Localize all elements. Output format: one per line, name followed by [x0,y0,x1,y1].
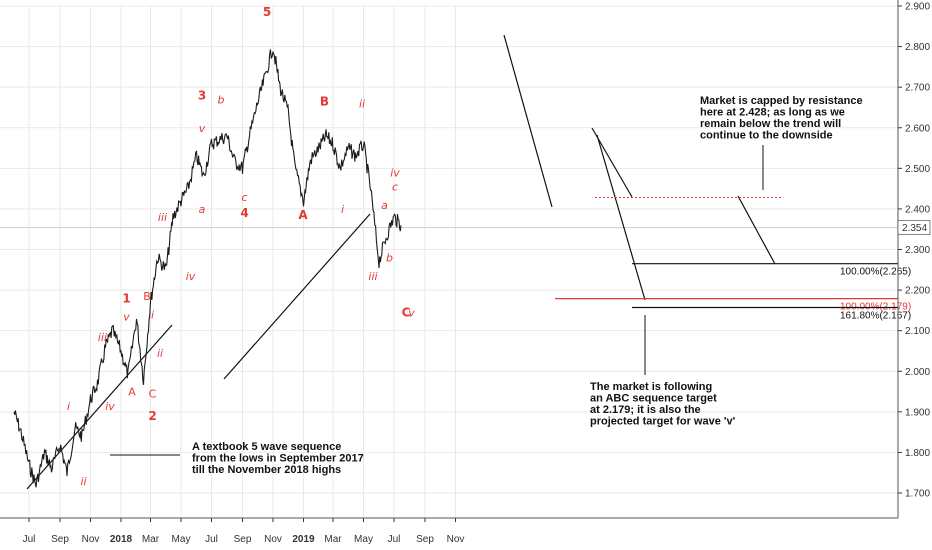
price-series [13,49,402,488]
wave-label: B [143,290,151,303]
wave-label: iii [158,211,167,224]
x-tick-label: Mar [142,534,160,545]
trendline-b-to-c [596,134,646,301]
wave-label: c [241,191,247,204]
last-price-badge [897,220,931,235]
x-tick-label: 2019 [292,534,315,545]
annotation-line: A textbook 5 wave sequence [192,441,341,453]
grid [0,5,898,518]
wave-label: B [320,94,329,108]
trendline-wave1 [26,324,173,490]
y-tick-label: 2.600 [905,123,930,134]
trendline-5-to-a [503,34,553,208]
y-tick-label: 2.800 [905,42,930,53]
y-tick-label: 2.700 [905,83,930,94]
wave-label: ii [80,475,86,488]
x-tick-label: May [172,534,191,545]
y-tick-label: 2.500 [905,164,930,175]
annotation-line: continue to the downside [700,130,833,142]
annotation-line: an ABC sequence target [590,393,717,405]
x-tick-label: Jul [23,534,36,545]
fib-level-label: 161.80%(2.167) [840,310,911,321]
wave-label: i [341,203,344,216]
wave-label: iv [390,166,400,179]
price-line [13,49,402,488]
wave-label: i [151,308,154,321]
y-tick-label: 1.700 [905,489,930,500]
trendline-c-to-v [737,195,776,265]
fib-level-label: 100.00%(2.265) [840,267,911,278]
x-tick-label: Sep [234,534,252,545]
wave-label: v [199,122,206,135]
wave-label: 1 [122,291,130,305]
wave-label: 3 [198,88,206,102]
y-tick-label: 2.300 [905,245,930,256]
x-tick-label: Mar [324,534,342,545]
y-tick-label: 2.200 [905,286,930,297]
wave-label: b [218,93,225,106]
wave-label: iii [368,270,377,283]
wave-label: C [402,305,411,319]
wave-label: C [149,388,157,401]
annotation-line: The market is following [590,381,712,393]
wave-label: v [408,306,415,319]
wave-label: iii [98,331,107,344]
x-tick-label: Nov [264,534,282,545]
annotation-line: till the November 2018 highs [192,464,341,476]
x-tick-label: Nov [82,534,100,545]
wave-label: i [67,400,70,413]
wave-label: A [298,208,308,222]
wave-label: ii [359,97,365,110]
trend-lines: 100.00%(2.265)100.00%(2.179)161.80%(2.16… [26,34,911,490]
wave-label: ii [157,347,163,360]
y-tick-label: 1.800 [905,448,930,459]
x-tick-label: 2018 [110,534,133,545]
annotation-line: at 2.179; it is also the [590,404,701,416]
annotation-line: remain below the trend will [700,118,841,130]
wave-label: 2 [148,409,156,423]
wave-label: c [392,181,398,194]
y-tick-label: 2.400 [905,204,930,215]
x-tick-label: Jul [205,534,218,545]
wave-label: 5 [263,5,271,19]
wave-label: iv [105,400,115,413]
x-tick-label: Sep [51,534,69,545]
wave-label: A [128,386,136,399]
y-tick-label: 2.100 [905,326,930,337]
wave-label: v [123,311,130,324]
x-tick-label: Sep [416,534,434,545]
wave-label: 4 [240,206,248,220]
y-tick-label: 1.900 [905,407,930,418]
wave-label: a [381,199,388,212]
x-tick-label: Nov [447,534,465,545]
trendline-wave3 [223,213,371,380]
wave-label: b [386,252,393,265]
annotation-line: here at 2.428; as long as we [700,107,845,119]
annotation-line: projected target for wave 'v' [590,416,736,428]
annotation-line: from the lows in September 2017 [192,453,364,465]
x-tick-label: May [354,534,373,545]
y-tick-label: 2.900 [905,2,930,13]
annotation-line: Market is capped by resistance [700,95,863,107]
x-tick-label: Jul [388,534,401,545]
y-tick-label: 2.000 [905,367,930,378]
wave-label: a [199,203,206,216]
last-price-label: 2.354 [902,223,927,234]
wave-label: iv [186,270,196,283]
